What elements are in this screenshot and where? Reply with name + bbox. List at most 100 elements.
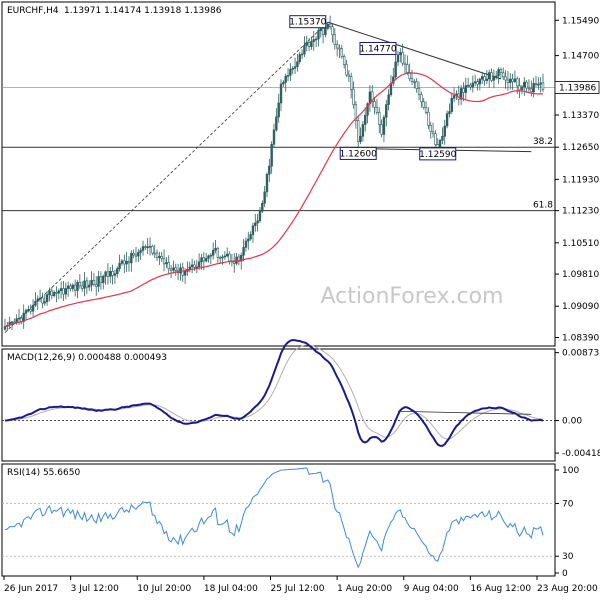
price-axis-label: 1.10510 bbox=[562, 239, 599, 249]
candle-body bbox=[183, 271, 187, 276]
candle-body bbox=[366, 103, 369, 116]
price-annotation-label: 1.12600 bbox=[340, 149, 377, 159]
candle-body bbox=[462, 88, 465, 93]
candle-body bbox=[50, 290, 53, 296]
rsi-line bbox=[4, 467, 544, 569]
candle-body bbox=[450, 98, 453, 112]
candle-body bbox=[378, 111, 381, 125]
candle-body bbox=[55, 292, 58, 294]
candle-body bbox=[197, 261, 201, 268]
rsi-axis-label: 100 bbox=[562, 466, 579, 476]
candle-body bbox=[202, 257, 206, 262]
rsi-axis-label: 30 bbox=[562, 552, 574, 562]
candle-body bbox=[36, 298, 39, 302]
candle-body bbox=[473, 81, 477, 84]
candle-body bbox=[399, 52, 402, 56]
candle-body bbox=[155, 252, 159, 259]
candle-body bbox=[137, 252, 140, 257]
candle-body bbox=[20, 317, 23, 322]
candle-body bbox=[443, 125, 446, 137]
macd-signal-line bbox=[4, 344, 544, 440]
candle-body bbox=[31, 304, 35, 312]
candle-body bbox=[359, 135, 362, 142]
fib-level-label: 38.2 bbox=[533, 137, 553, 147]
candle-body bbox=[244, 240, 248, 248]
candle-body bbox=[207, 255, 210, 259]
current-price-label: 1.13986 bbox=[559, 84, 596, 94]
candle-body bbox=[466, 84, 470, 87]
candle-body bbox=[303, 45, 306, 55]
candle-body bbox=[190, 264, 194, 268]
price-axis-label: 1.13370 bbox=[562, 111, 599, 121]
candle-body bbox=[125, 260, 128, 265]
candle-body bbox=[396, 54, 400, 63]
candle-body bbox=[24, 310, 28, 314]
candle-body bbox=[497, 69, 500, 77]
candle-body bbox=[394, 61, 397, 78]
candle-body bbox=[495, 75, 498, 78]
candle-body bbox=[422, 101, 425, 108]
candle-body bbox=[265, 173, 269, 193]
candle-body bbox=[62, 288, 65, 295]
resistance-trendline bbox=[327, 21, 502, 80]
candle-body bbox=[492, 77, 496, 81]
price-annotation-box bbox=[289, 15, 327, 29]
candle-body bbox=[226, 253, 229, 257]
candle-body bbox=[216, 247, 220, 258]
candle-body bbox=[223, 255, 227, 258]
candle-body bbox=[307, 42, 311, 48]
candle-body bbox=[97, 276, 100, 287]
candle-body bbox=[148, 245, 152, 248]
candle-body bbox=[520, 86, 524, 91]
candle-body bbox=[509, 78, 512, 83]
candle-body bbox=[15, 318, 18, 323]
candle-body bbox=[502, 72, 505, 78]
candle-body bbox=[459, 88, 463, 100]
candle-body bbox=[258, 211, 262, 221]
time-axis-label: 3 Jul 12:00 bbox=[71, 584, 120, 594]
price-axis-label: 1.08390 bbox=[562, 334, 599, 344]
candle-body bbox=[312, 39, 315, 42]
rsi-axis: 100 70 30 0 bbox=[555, 466, 579, 579]
candle-body bbox=[34, 300, 37, 306]
candle-body bbox=[221, 256, 224, 259]
candle-body bbox=[314, 38, 318, 41]
fib-level-label: 61.8 bbox=[533, 201, 553, 211]
candle-body bbox=[445, 113, 449, 127]
candle-body bbox=[219, 257, 222, 259]
candle-body bbox=[518, 85, 521, 91]
price-axis-label: 1.11930 bbox=[562, 175, 599, 185]
candle-body bbox=[195, 266, 199, 269]
candle-body bbox=[375, 106, 379, 113]
rsi-axis-label: 0 bbox=[562, 569, 568, 579]
candle-body bbox=[76, 281, 79, 291]
candle-body bbox=[380, 124, 383, 135]
candle-body bbox=[333, 34, 337, 45]
candle-body bbox=[345, 64, 348, 76]
candle-body bbox=[188, 266, 191, 270]
candle-body bbox=[268, 165, 271, 175]
candle-body bbox=[251, 225, 255, 235]
candle-body bbox=[410, 78, 414, 82]
candle-body bbox=[469, 84, 472, 88]
candle-body bbox=[541, 82, 545, 90]
candle-body bbox=[17, 317, 21, 320]
candle-body bbox=[324, 27, 327, 35]
candle-body bbox=[516, 78, 519, 87]
candle-body bbox=[480, 76, 484, 80]
price-annotation-label: 1.12590 bbox=[419, 150, 456, 160]
candle-body bbox=[382, 116, 386, 135]
candle-body bbox=[429, 125, 432, 133]
price-annotation-label: 1.14770 bbox=[359, 44, 396, 54]
candle-body bbox=[347, 74, 351, 77]
price-annotation-box bbox=[419, 147, 457, 161]
candle-body bbox=[242, 247, 245, 256]
candle-body bbox=[106, 271, 110, 277]
candle-body bbox=[43, 301, 46, 304]
candle-body bbox=[200, 257, 203, 263]
candles bbox=[3, 15, 545, 331]
candle-body bbox=[385, 104, 388, 118]
candle-body bbox=[490, 72, 493, 81]
candle-body bbox=[328, 23, 332, 28]
candle-body bbox=[513, 78, 517, 82]
